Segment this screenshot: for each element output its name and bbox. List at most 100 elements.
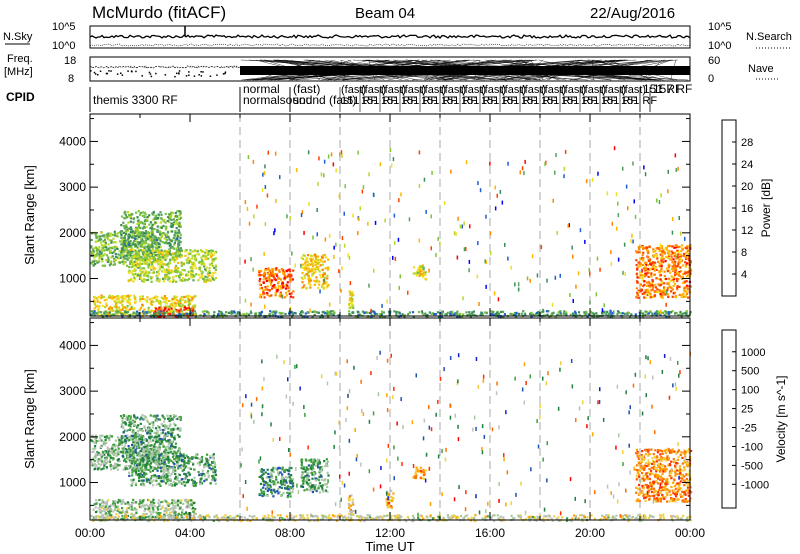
echo-point — [428, 268, 430, 273]
echo-cell — [140, 277, 143, 280]
echo-cell — [144, 446, 147, 449]
echo-cell — [179, 236, 182, 239]
echo-cell — [114, 439, 117, 442]
echo-cell — [152, 236, 155, 239]
echo-cell — [178, 214, 181, 217]
echo-point — [675, 168, 677, 173]
echo-cell — [184, 254, 187, 257]
echo-cell — [174, 442, 177, 445]
echo-cell — [177, 223, 181, 226]
echo-cell — [287, 289, 290, 292]
echo-cell — [112, 309, 115, 312]
echo-cell — [270, 287, 274, 290]
echo-cell — [670, 275, 673, 278]
echo-cell — [175, 298, 178, 301]
echo-cell — [165, 473, 168, 476]
echo-cell — [121, 451, 124, 454]
echo-cell — [677, 250, 680, 254]
echo-cell — [169, 418, 173, 422]
echo-point — [327, 154, 330, 159]
echo-cell — [179, 241, 182, 244]
echo-cell — [141, 214, 144, 217]
echo-cell — [149, 254, 152, 257]
echo-cell — [121, 441, 124, 444]
echo-cell — [148, 235, 151, 238]
echo-cell — [95, 246, 98, 249]
echo-cell — [282, 286, 285, 289]
freq-dot — [176, 72, 178, 75]
echo-cell — [128, 474, 131, 477]
echo-cell — [230, 310, 233, 313]
echo-point — [368, 172, 370, 177]
echo-cell — [272, 267, 275, 271]
echo-point — [399, 274, 401, 279]
echo-cell — [654, 283, 657, 286]
echo-cell — [172, 252, 175, 255]
echo-cell — [166, 434, 169, 437]
echo-cell — [119, 240, 122, 243]
echo-cell — [133, 239, 136, 242]
echo-cell — [208, 267, 211, 270]
echo-cell — [97, 467, 100, 470]
echo-point — [603, 303, 605, 308]
echo-cell — [172, 258, 175, 261]
echo-cell — [105, 298, 108, 301]
echo-cell — [102, 240, 105, 243]
echo-cell — [161, 253, 164, 257]
echo-cell — [309, 279, 312, 282]
echo-cell — [97, 306, 100, 309]
echo-cell — [643, 280, 646, 283]
echo-cell — [269, 280, 272, 284]
echo-cell — [93, 303, 96, 306]
echo-cell — [202, 254, 205, 257]
echo-cell — [656, 255, 659, 258]
echo-cell — [130, 228, 133, 231]
echo-cell — [284, 284, 287, 287]
echo-cell — [103, 234, 106, 237]
echo-point — [477, 241, 479, 246]
echo-point — [485, 214, 487, 219]
echo-cell — [268, 295, 271, 298]
echo-point — [529, 278, 531, 283]
echo-cell — [95, 440, 98, 443]
echo-cell — [424, 271, 427, 274]
echo-cell — [120, 236, 123, 239]
echo-point — [477, 181, 479, 186]
echo-cell — [302, 278, 305, 281]
echo-cell — [669, 271, 672, 274]
echo-cell — [444, 313, 447, 316]
echo-point — [615, 192, 618, 197]
echo-cell — [136, 220, 140, 223]
cpid-dense-label: 151 RF — [541, 95, 577, 107]
echo-cell — [107, 247, 110, 250]
echo-cell — [167, 308, 170, 311]
freq-dot — [185, 75, 188, 77]
echo-cell — [468, 313, 471, 316]
echo-cell — [174, 270, 177, 273]
echo-cell — [210, 252, 213, 255]
echo-cell — [630, 313, 633, 316]
echo-point — [457, 216, 459, 221]
freq-scatter — [340, 59, 402, 81]
echo-cell — [138, 261, 141, 264]
freq-scatter — [516, 59, 595, 81]
echo-cell — [315, 280, 318, 283]
freq-dot — [108, 70, 110, 72]
echo-cell — [113, 443, 116, 446]
echo-cell — [157, 257, 160, 260]
echo-cell — [411, 311, 415, 314]
echo-cell — [162, 224, 165, 228]
echo-cell — [182, 263, 185, 266]
echo-cell — [197, 273, 200, 276]
freq-label-1: Freq. — [7, 53, 33, 65]
echo-cell — [174, 252, 177, 255]
echo-cell — [131, 443, 134, 447]
echo-cell — [413, 266, 416, 269]
echo-cell — [136, 430, 139, 433]
echo-cell — [99, 437, 102, 440]
echo-cell — [214, 463, 217, 466]
echo-cell — [327, 313, 330, 316]
echo-cell — [132, 248, 135, 252]
echo-cell — [141, 227, 144, 230]
echo-cell — [274, 312, 277, 315]
